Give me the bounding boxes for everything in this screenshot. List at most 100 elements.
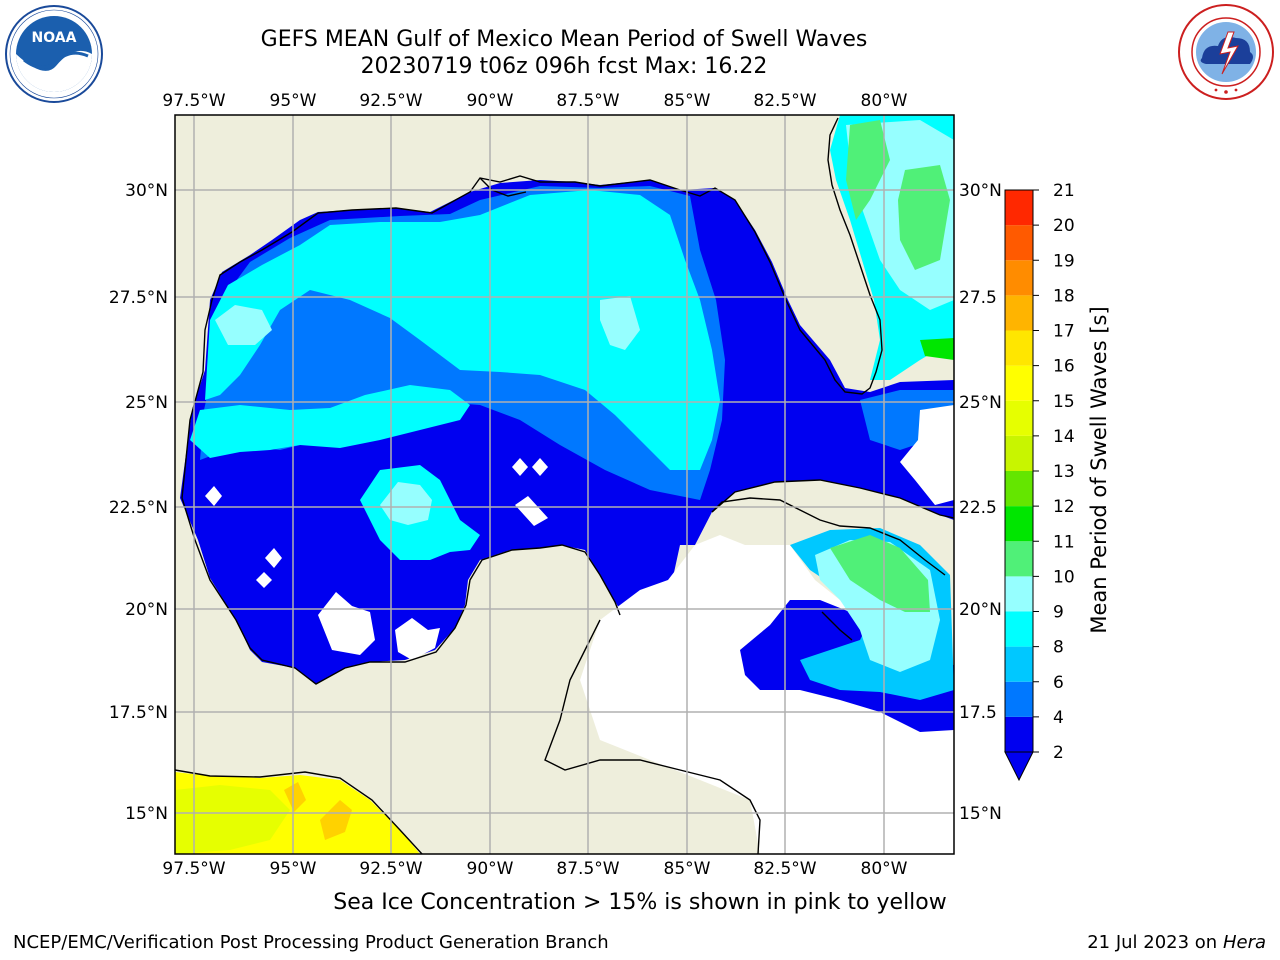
lat-label: 22.5°N <box>109 498 168 518</box>
lat-label: 27.5 <box>959 288 997 308</box>
footer-date: 21 Jul 2023 on Hera <box>1087 932 1266 953</box>
lon-label: 90°W <box>467 91 514 111</box>
colorbar-segment <box>1005 400 1033 436</box>
colorbar-tick-label: 13 <box>1053 462 1075 482</box>
lon-label: 85°W <box>664 859 711 879</box>
lon-label: 87.5°W <box>556 859 619 879</box>
colorbar-tick-label: 10 <box>1053 567 1075 587</box>
no-data-patch <box>256 572 272 588</box>
lat-labels-left: 30°N 27.5°N 25°N 22.5°N 20°N 17.5°N 15°N <box>109 181 168 824</box>
colorbar-tick-label: 19 <box>1053 251 1075 271</box>
colorbar-tick-label: 18 <box>1053 286 1075 306</box>
pacific-swell-yellowgreen <box>175 785 290 854</box>
colorbar-tick-label: 16 <box>1053 357 1075 377</box>
lat-label: 20°N <box>125 600 168 620</box>
colorbar-tick-label: 15 <box>1053 392 1075 412</box>
colorbar-segment <box>1005 295 1033 331</box>
colorbar-tick-label: 8 <box>1053 638 1064 658</box>
lat-label: 17.5°N <box>109 703 168 723</box>
lon-label: 92.5°W <box>359 91 422 111</box>
lon-label: 87.5°W <box>556 91 619 111</box>
lon-label: 97.5°W <box>162 859 225 879</box>
lat-label: 15°N <box>959 804 1002 824</box>
no-data-patch <box>532 458 548 476</box>
lon-label: 80°W <box>861 91 908 111</box>
colorbar-segment <box>1005 190 1033 226</box>
colorbar-segment <box>1005 541 1033 577</box>
pacific-swell-orange <box>320 800 352 840</box>
colorbar-segment <box>1005 646 1033 682</box>
colorbar-tick-label: 21 <box>1053 181 1075 201</box>
colorbar-tick-label: 14 <box>1053 427 1075 447</box>
map-subtitle: 20230719 t06z 096h fcst Max: 16.22 <box>360 54 768 79</box>
lat-label: 15°N <box>125 804 168 824</box>
lon-label: 82.5°W <box>753 859 816 879</box>
lat-label: 20°N <box>959 600 1002 620</box>
lon-labels-top: 97.5°W 95°W 92.5°W 90°W 87.5°W 85°W 82.5… <box>162 91 907 111</box>
swell-6-8s-band-west <box>190 385 470 458</box>
atlantic-swell-green <box>920 338 954 360</box>
colorbar-tick-label: 2 <box>1053 743 1064 763</box>
colorbar: 2 4 6 8 9 10 11 12 13 14 15 16 17 18 19 20 21 <box>1004 181 1075 782</box>
lon-label: 92.5°W <box>359 859 422 879</box>
lat-label: 17.5 <box>959 703 997 723</box>
colorbar-segment <box>1005 471 1033 507</box>
atlantic-swell-green <box>898 165 950 270</box>
colorbar-tick-label: 11 <box>1053 532 1075 552</box>
noaa-logo-text: NOAA <box>32 30 77 46</box>
coastline <box>175 117 954 854</box>
colorbar-segment <box>1005 576 1033 612</box>
map-title: GEFS MEAN Gulf of Mexico Mean Period of … <box>260 27 868 52</box>
lon-label: 97.5°W <box>162 91 225 111</box>
sea-ice-note: Sea Ice Concentration > 15% is shown in … <box>333 890 947 915</box>
graticule <box>175 115 954 854</box>
lat-label: 30°N <box>125 181 168 201</box>
lon-label: 95°W <box>270 91 317 111</box>
lat-label: 25°N <box>125 393 168 413</box>
lat-labels-right: 30°N 27.5 25°N 22.5 20°N 17.5 15°N <box>959 181 1002 824</box>
lon-label: 95°W <box>270 859 317 879</box>
no-data-patch <box>512 458 528 476</box>
atlantic-no-data <box>900 405 954 505</box>
no-data-patch <box>205 486 222 506</box>
caribbean-no-data <box>580 535 954 854</box>
colorbar-segment <box>1005 260 1033 296</box>
colorbar-tick-label: 4 <box>1053 708 1064 728</box>
colorbar-extend-arrow <box>1004 751 1034 782</box>
lat-label: 25°N <box>959 393 1002 413</box>
colorbar-tick-label: 9 <box>1053 603 1064 623</box>
footer-host: Hera <box>1222 932 1266 953</box>
lon-label: 80°W <box>861 859 908 879</box>
footer-date-text: 21 Jul 2023 on <box>1087 932 1223 953</box>
lon-label: 82.5°W <box>753 91 816 111</box>
caribbean-swell-green <box>830 535 930 612</box>
colorbar-segment <box>1005 330 1033 366</box>
colorbar-segment <box>1005 365 1033 401</box>
pacific-swell-orange <box>284 782 306 812</box>
swell-8-9s-patch-north <box>600 296 640 350</box>
colorbar-label: Mean Period of Swell Waves [s] <box>1087 306 1111 633</box>
colorbar-segment <box>1005 225 1033 261</box>
atlantic-swell-green <box>846 120 890 220</box>
colorbar-tick-label: 6 <box>1053 673 1064 693</box>
swell-8-9s-patch-west <box>215 305 272 345</box>
colorbar-segment <box>1005 611 1033 647</box>
colorbar-tick-label: 20 <box>1053 216 1075 236</box>
colorbar-segment <box>1005 506 1033 542</box>
colorbar-segment <box>1005 681 1033 717</box>
colorbar-tick-label: 17 <box>1053 322 1075 342</box>
lon-label: 90°W <box>467 859 514 879</box>
map-frame <box>174 114 955 855</box>
lat-label: 22.5 <box>959 498 997 518</box>
lon-labels-bottom: 97.5°W 95°W 92.5°W 90°W 87.5°W 85°W 82.5… <box>162 859 907 879</box>
nws-logo-icon <box>1178 4 1274 100</box>
swell-8-9s-patch-central <box>380 482 432 525</box>
no-data-patch <box>318 592 375 655</box>
lat-label: 27.5°N <box>109 288 168 308</box>
lon-label: 85°W <box>664 91 711 111</box>
no-data-patch <box>265 548 282 568</box>
colorbar-segment <box>1005 716 1033 752</box>
no-data-patch <box>395 618 440 660</box>
no-data-patch <box>515 496 548 526</box>
